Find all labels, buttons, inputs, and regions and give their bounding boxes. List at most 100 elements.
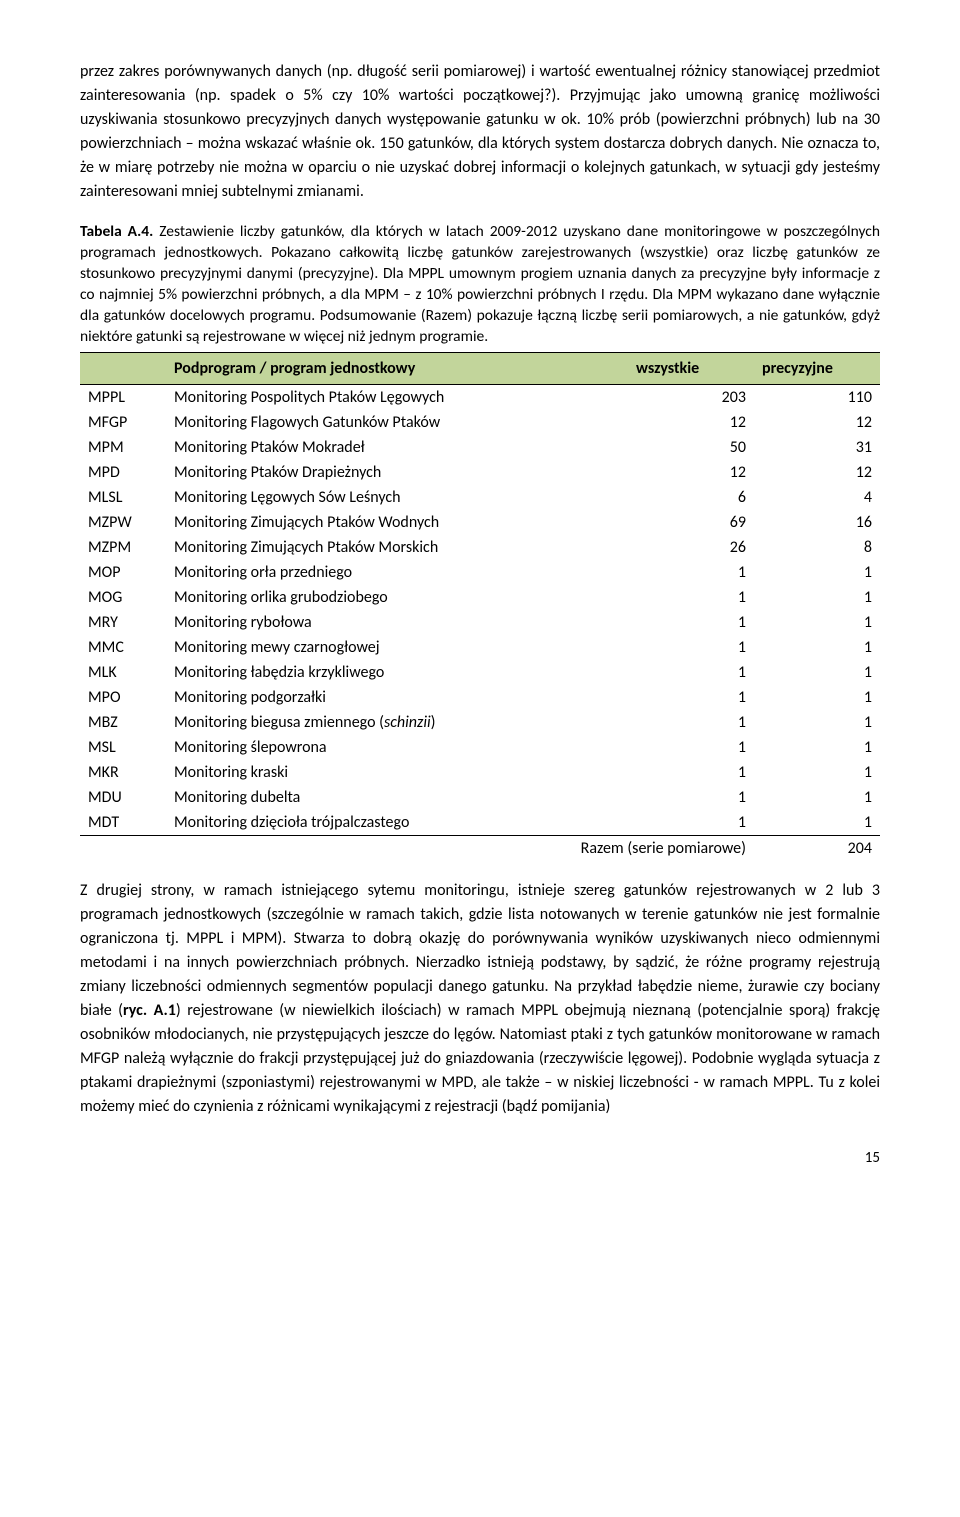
cell-code: MRY: [80, 610, 166, 635]
cell-prec: 16: [754, 510, 880, 535]
cell-code: MDT: [80, 810, 166, 836]
cell-all: 1: [628, 585, 754, 610]
table-row: MLKMonitoring łabędzia krzykliwego11: [80, 660, 880, 685]
cell-all: 1: [628, 635, 754, 660]
paragraph-outro: Z drugiej strony, w ramach istniejącego …: [80, 879, 880, 1119]
cell-name: Monitoring biegusa zmiennego (schinzii): [166, 710, 628, 735]
cell-all: 69: [628, 510, 754, 535]
cell-name: Monitoring ślepowrona: [166, 735, 628, 760]
cell-all: 1: [628, 610, 754, 635]
cell-code: MDU: [80, 785, 166, 810]
figure-ref: ryc. A.1: [123, 1001, 176, 1020]
cell-all: 1: [628, 685, 754, 710]
cell-all: 50: [628, 435, 754, 460]
cell-all: 203: [628, 384, 754, 410]
table-row: MSLMonitoring ślepowrona11: [80, 735, 880, 760]
cell-name: Monitoring Lęgowych Sów Leśnych: [166, 485, 628, 510]
table-caption: Tabela A.4. Zestawienie liczby gatunków,…: [80, 222, 880, 348]
cell-prec: 1: [754, 710, 880, 735]
outro-post: ) rejestrowane (w niewielkich ilościach)…: [80, 1001, 880, 1116]
cell-code: MLSL: [80, 485, 166, 510]
cell-prec: 1: [754, 635, 880, 660]
outro-pre: Z drugiej strony, w ramach istniejącego …: [80, 881, 880, 1020]
table-row: MPPLMonitoring Pospolitych Ptaków Lęgowy…: [80, 384, 880, 410]
cell-code: MOP: [80, 560, 166, 585]
cell-code: MZPM: [80, 535, 166, 560]
cell-code: MOG: [80, 585, 166, 610]
cell-code: MKR: [80, 760, 166, 785]
cell-prec: 1: [754, 610, 880, 635]
table-caption-text: Zestawienie liczby gatunków, dla których…: [80, 222, 880, 346]
cell-code: MBZ: [80, 710, 166, 735]
page-number: 15: [80, 1149, 880, 1167]
cell-prec: 12: [754, 460, 880, 485]
cell-code: MPPL: [80, 384, 166, 410]
table-row: MZPWMonitoring Zimujących Ptaków Wodnych…: [80, 510, 880, 535]
cell-prec: 1: [754, 685, 880, 710]
cell-name: Monitoring Pospolitych Ptaków Lęgowych: [166, 384, 628, 410]
summary-label: Razem (serie pomiarowe): [166, 835, 754, 861]
table-row: MRYMonitoring rybołowa11: [80, 610, 880, 635]
cell-name: Monitoring mewy czarnogłowej: [166, 635, 628, 660]
cell-prec: 31: [754, 435, 880, 460]
cell-name: Monitoring Zimujących Ptaków Wodnych: [166, 510, 628, 535]
cell-all: 12: [628, 410, 754, 435]
table-row: MOGMonitoring orlika grubodziobego11: [80, 585, 880, 610]
cell-code: MPD: [80, 460, 166, 485]
cell-name: Monitoring podgorzałki: [166, 685, 628, 710]
table-body: MPPLMonitoring Pospolitych Ptaków Lęgowy…: [80, 384, 880, 835]
cell-code: MZPW: [80, 510, 166, 535]
cell-all: 12: [628, 460, 754, 485]
table-row: MZPMMonitoring Zimujących Ptaków Morskic…: [80, 535, 880, 560]
cell-code: MSL: [80, 735, 166, 760]
cell-prec: 1: [754, 785, 880, 810]
cell-code: MMC: [80, 635, 166, 660]
cell-name: Monitoring dubelta: [166, 785, 628, 810]
cell-name: Monitoring orła przedniego: [166, 560, 628, 585]
document-page: przez zakres porównywanych danych (np. d…: [0, 0, 960, 1207]
table-row: MFGPMonitoring Flagowych Gatunków Ptaków…: [80, 410, 880, 435]
table-row: MOPMonitoring orła przedniego11: [80, 560, 880, 585]
programs-table: Podprogram / program jednostkowy wszystk…: [80, 352, 880, 861]
paragraph-intro: przez zakres porównywanych danych (np. d…: [80, 60, 880, 204]
cell-prec: 8: [754, 535, 880, 560]
cell-all: 26: [628, 535, 754, 560]
table-row: MDTMonitoring dzięcioła trójpalczastego1…: [80, 810, 880, 836]
cell-name: Monitoring rybołowa: [166, 610, 628, 635]
cell-prec: 1: [754, 585, 880, 610]
cell-prec: 1: [754, 560, 880, 585]
cell-prec: 1: [754, 735, 880, 760]
cell-all: 1: [628, 735, 754, 760]
cell-all: 1: [628, 710, 754, 735]
table-row: MMCMonitoring mewy czarnogłowej11: [80, 635, 880, 660]
cell-name: Monitoring łabędzia krzykliwego: [166, 660, 628, 685]
table-row: MPOMonitoring podgorzałki11: [80, 685, 880, 710]
cell-prec: 4: [754, 485, 880, 510]
table-header-row: Podprogram / program jednostkowy wszystk…: [80, 352, 880, 384]
species-italic: schinzii: [384, 713, 431, 732]
summary-value: 204: [754, 835, 880, 861]
table-caption-label: Tabela A.4.: [80, 222, 153, 241]
cell-prec: 12: [754, 410, 880, 435]
table-summary-row: Razem (serie pomiarowe) 204: [80, 835, 880, 861]
cell-code: MPO: [80, 685, 166, 710]
cell-name: Monitoring Ptaków Mokradeł: [166, 435, 628, 460]
cell-name: Monitoring orlika grubodziobego: [166, 585, 628, 610]
table-row: MPDMonitoring Ptaków Drapieżnych1212: [80, 460, 880, 485]
col-prec: precyzyjne: [754, 352, 880, 384]
table-row: MPMMonitoring Ptaków Mokradeł5031: [80, 435, 880, 460]
cell-all: 1: [628, 560, 754, 585]
table-row: MLSLMonitoring Lęgowych Sów Leśnych64: [80, 485, 880, 510]
cell-name: Monitoring Ptaków Drapieżnych: [166, 460, 628, 485]
table-row: MDUMonitoring dubelta11: [80, 785, 880, 810]
cell-prec: 1: [754, 810, 880, 836]
cell-code: MFGP: [80, 410, 166, 435]
cell-all: 6: [628, 485, 754, 510]
cell-all: 1: [628, 810, 754, 836]
col-code: [80, 352, 166, 384]
cell-name: Monitoring Flagowych Gatunków Ptaków: [166, 410, 628, 435]
cell-code: MPM: [80, 435, 166, 460]
cell-name: Monitoring Zimujących Ptaków Morskich: [166, 535, 628, 560]
cell-code: MLK: [80, 660, 166, 685]
cell-all: 1: [628, 760, 754, 785]
